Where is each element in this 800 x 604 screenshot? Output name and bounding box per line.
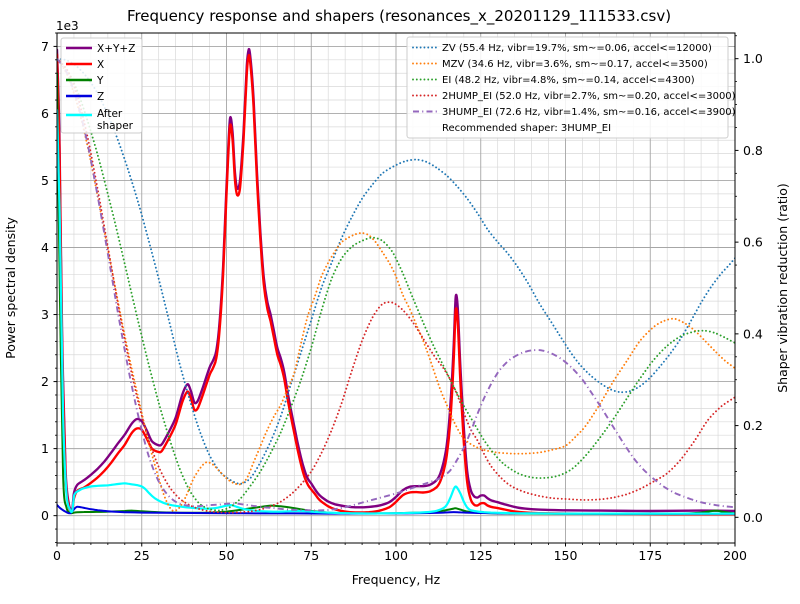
y-left-tick-label: 5 (41, 173, 49, 188)
y-right-tick-label: 0.0 (743, 510, 763, 525)
axis-tick-labels: 0 25 50 75 100 125 150 175 200 0 1 2 3 4 5 6 7 0.0 0.2 0.4 0… (41, 39, 763, 563)
legend-shapers-label: 3HUMP_EI (72.6 Hz, vibr=1.4%, sm~=0.16, … (442, 107, 736, 118)
y-axis-offset-text: 1e3 (56, 19, 79, 33)
legend-shapers-label: EI (48.2 Hz, vibr=4.8%, sm~=0.14, accel<… (442, 75, 695, 86)
legend-axes-label: X+Y+Z (97, 43, 135, 55)
legend-axes-label: Y (96, 75, 104, 87)
y-left-tick-label: 1 (41, 441, 49, 456)
x-tick-label: 200 (723, 548, 747, 563)
y-left-tick-label: 6 (41, 106, 49, 121)
y-right-tick-label: 0.6 (743, 235, 763, 250)
axis-ticks (53, 32, 739, 547)
series-ei (57, 57, 735, 512)
plot-series (57, 47, 735, 516)
y-left-tick-label: 4 (41, 240, 49, 255)
legend-axes-label: X (97, 59, 104, 71)
series-zv (57, 57, 735, 485)
legend-shapers-label: MZV (34.6 Hz, vibr=3.6%, sm~=0.17, accel… (442, 59, 708, 70)
series-hump2 (57, 57, 735, 514)
series-z (57, 503, 735, 515)
chart-title: Frequency response and shapers (resonanc… (127, 7, 671, 26)
y-right-tick-label: 1.0 (743, 51, 763, 66)
x-tick-label: 75 (303, 548, 319, 563)
y-right-tick-label: 0.2 (743, 418, 763, 433)
x-tick-label: 0 (53, 548, 61, 563)
legend-axes-label: shaper (97, 120, 134, 132)
series-after (57, 109, 735, 515)
y-left-tick-label: 3 (41, 307, 49, 322)
y-right-tick-label: 0.4 (743, 326, 763, 341)
legend-shapers-label: 2HUMP_EI (52.0 Hz, vibr=2.7%, sm~=0.20, … (442, 91, 736, 102)
x-tick-label: 25 (134, 548, 150, 563)
y-left-tick-label: 0 (41, 508, 49, 523)
x-tick-label: 50 (219, 548, 235, 563)
series-mzv (57, 57, 735, 512)
x-tick-label: 150 (554, 548, 578, 563)
y-left-tick-label: 2 (41, 374, 49, 389)
y-right-tick-label: 0.8 (743, 143, 763, 158)
x-tick-label: 175 (638, 548, 662, 563)
legend-shapers-label: ZV (55.4 Hz, vibr=19.7%, sm~=0.06, accel… (442, 43, 712, 54)
legend-shapers: ZV (55.4 Hz, vibr=19.7%, sm~=0.06, accel… (406, 36, 736, 139)
x-tick-label: 100 (384, 548, 408, 563)
legend-axes-box (60, 37, 143, 134)
x-tick-label: 125 (469, 548, 493, 563)
legend-shapers-footer: Recommended shaper: 3HUMP_EI (442, 123, 611, 134)
right-y-axis-label: Shaper vibration reduction (ratio) (775, 183, 790, 393)
y-left-tick-label: 7 (41, 39, 49, 54)
legend-shapers-box (406, 36, 729, 139)
legend-axes-label: Z (97, 91, 104, 103)
legend-axes-label: After (97, 108, 123, 120)
x-axis-label: Frequency, Hz (352, 572, 441, 587)
series-x (57, 53, 735, 516)
series-hump3 (57, 58, 735, 512)
left-y-axis-label: Power spectral density (3, 217, 18, 359)
